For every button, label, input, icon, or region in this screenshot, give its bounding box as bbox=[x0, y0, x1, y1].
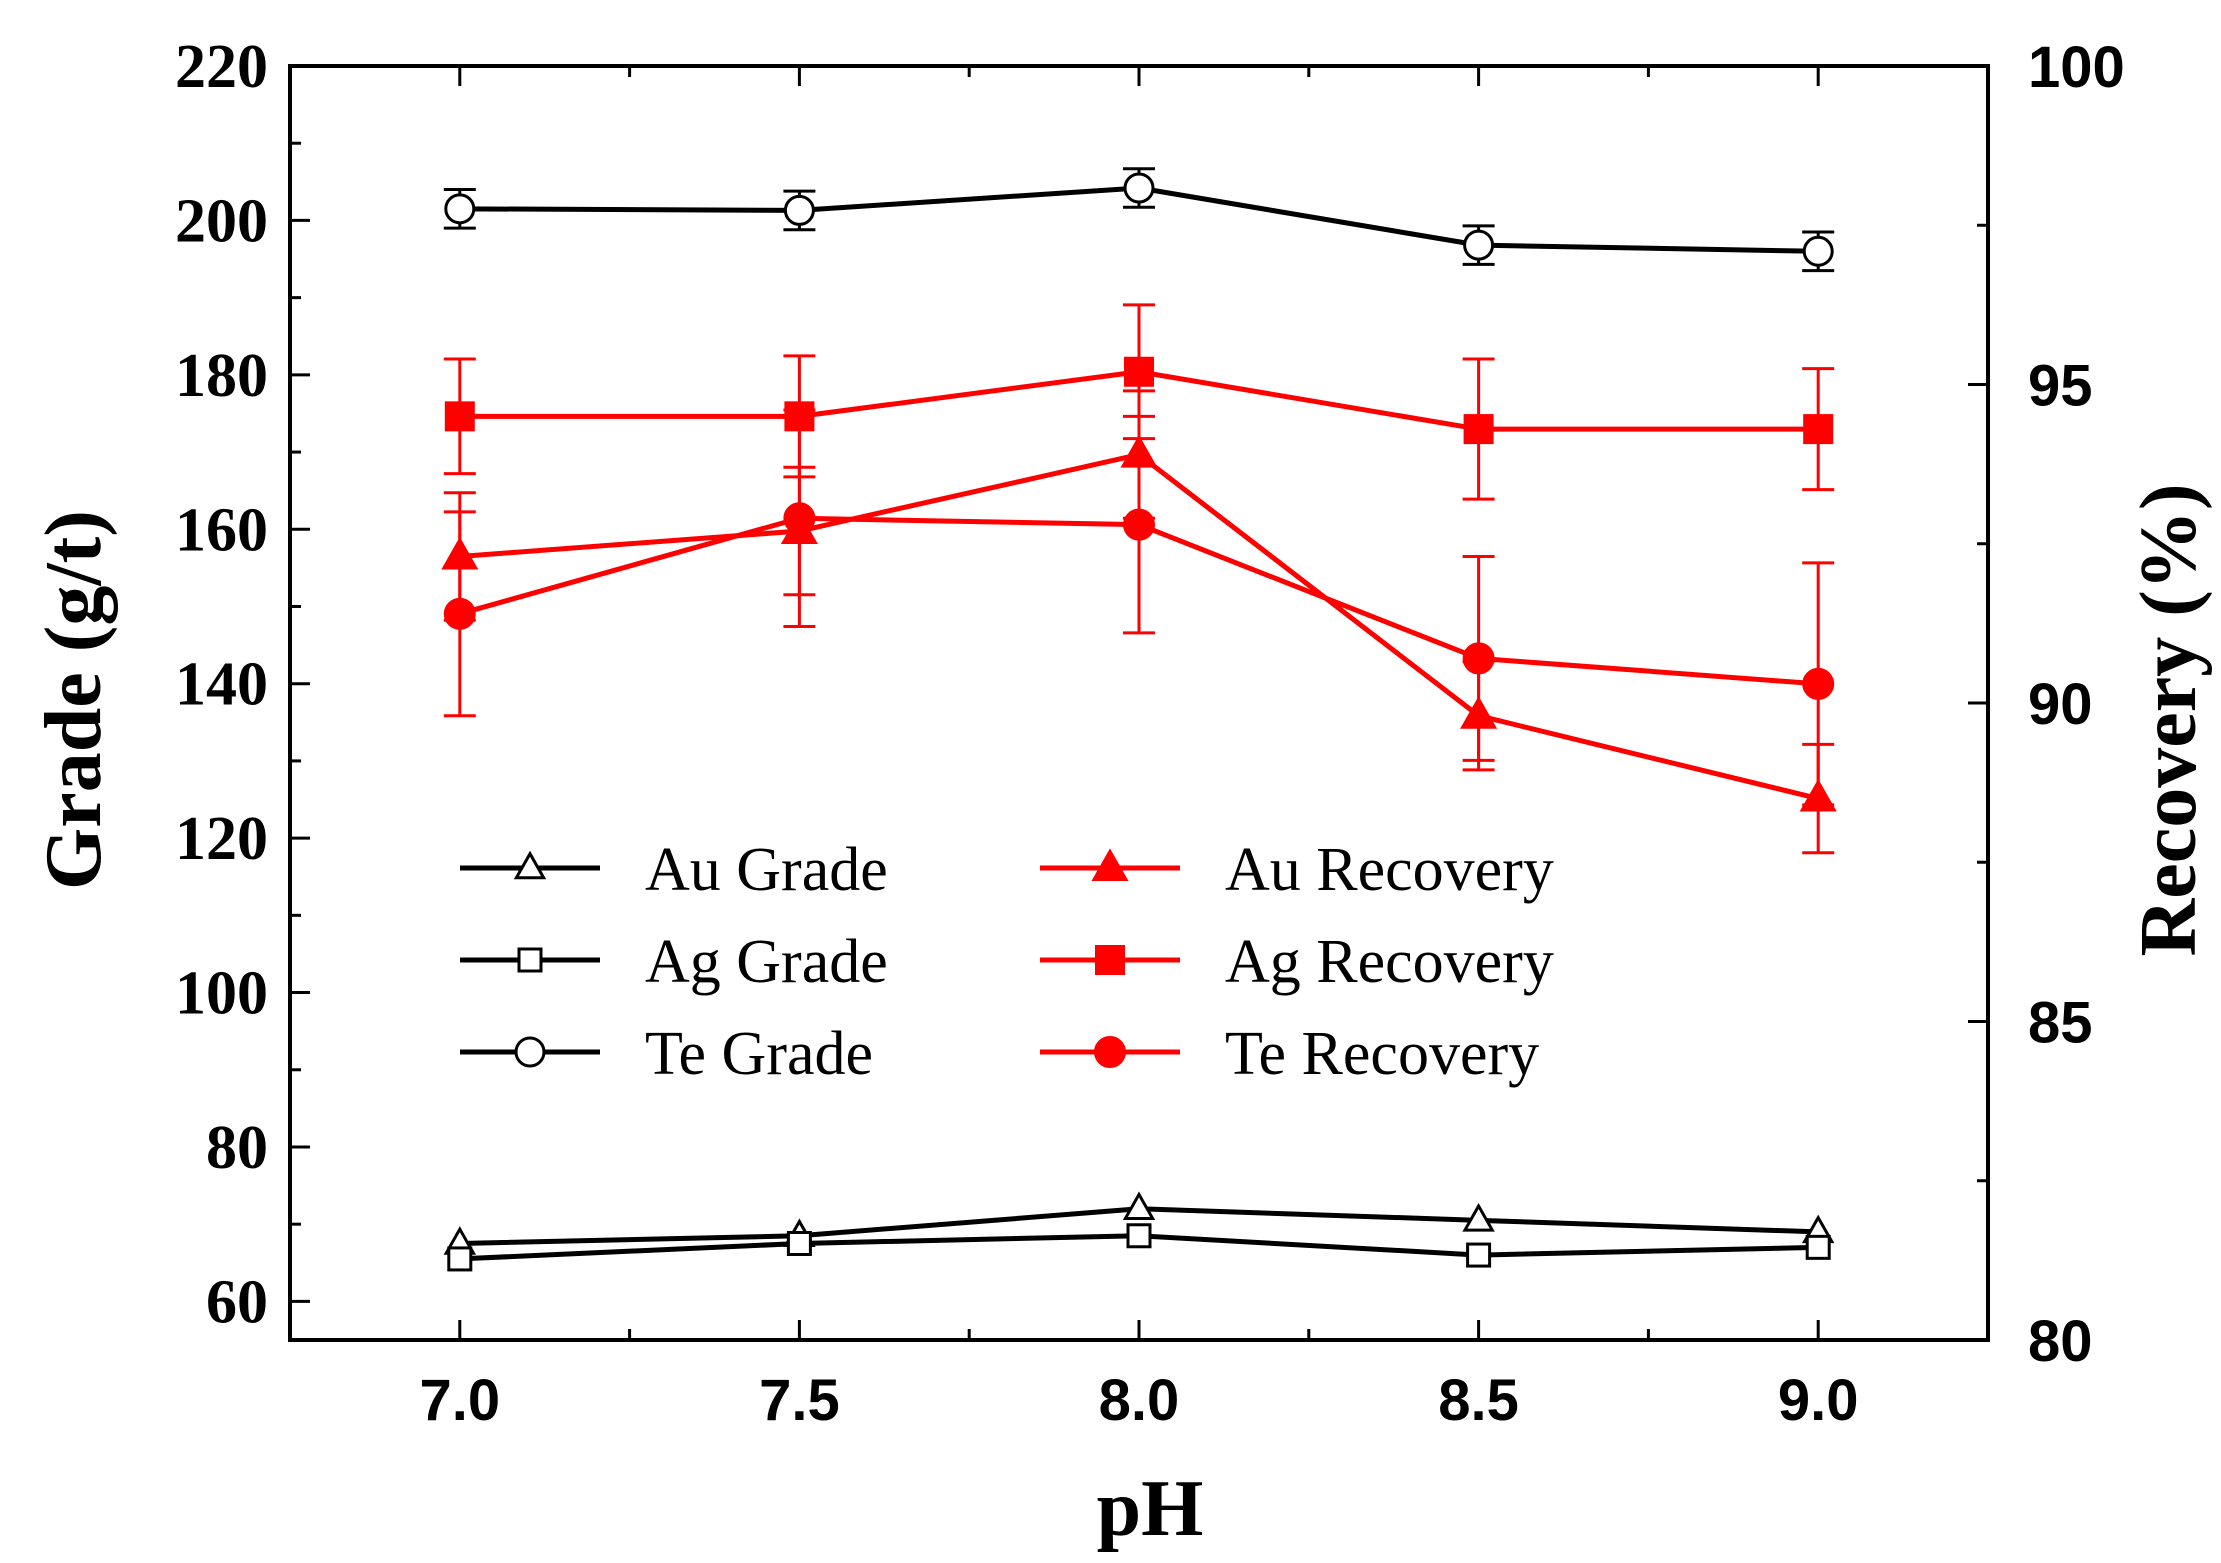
legend-marker bbox=[517, 947, 543, 973]
legend: Au Grade Ag Grade Te Grade Au Recovery Ag Re… bbox=[460, 836, 1554, 1088]
ag-recovery-point bbox=[444, 401, 475, 432]
y-right-tick-label: 90 bbox=[2028, 672, 2093, 737]
legend-entry-te-grade: Te Grade bbox=[460, 1020, 873, 1088]
legend-marker bbox=[1091, 848, 1129, 881]
au-grade-point bbox=[1122, 1191, 1156, 1220]
legend-label: Ag Grade bbox=[645, 928, 888, 996]
au-recovery-point bbox=[1799, 778, 1837, 812]
legend-label: Te Recovery bbox=[1225, 1020, 1539, 1088]
x-tick-label: 8.0 bbox=[1099, 1368, 1180, 1433]
te-grade-point bbox=[783, 194, 815, 226]
y-right-tick-label: 100 bbox=[2028, 35, 2125, 100]
y-right-tick-label: 80 bbox=[2028, 1309, 2093, 1374]
ag-recovery-point bbox=[1803, 414, 1834, 445]
te-grade-point bbox=[1123, 172, 1155, 204]
axes: 7.0 7.5 8.0 8.5 9.0 60 80 100 120 140 160 180 200 220… bbox=[175, 33, 2125, 1433]
te-recovery-point bbox=[783, 502, 816, 535]
legend-label: Ag Recovery bbox=[1225, 928, 1554, 996]
legend-entry-au-grade: Au Grade bbox=[460, 836, 888, 904]
te-grade-point bbox=[1802, 235, 1834, 267]
x-tick-label: 8.5 bbox=[1438, 1368, 1519, 1433]
ag-grade-point bbox=[1126, 1223, 1152, 1249]
te-recovery-point bbox=[1462, 642, 1495, 675]
ag-grade-point bbox=[1805, 1234, 1831, 1260]
y-right-tick-label: 85 bbox=[2028, 991, 2093, 1056]
x-tick-label: 7.0 bbox=[419, 1368, 500, 1433]
legend-marker bbox=[1095, 945, 1125, 975]
y-axis-left-title: Grade (g/t) bbox=[30, 510, 118, 890]
plot-frame bbox=[288, 64, 1990, 1342]
x-axis-title: pH bbox=[1097, 1465, 1204, 1553]
y-left-tick-label: 80 bbox=[206, 1114, 268, 1182]
y-left-tick-label: 160 bbox=[175, 496, 268, 564]
legend-entry-ag-recovery: Ag Recovery bbox=[1040, 928, 1554, 996]
y-left-tick-label: 120 bbox=[175, 805, 268, 873]
te-recovery-point bbox=[443, 597, 476, 630]
y-left-tick-label: 200 bbox=[175, 187, 268, 255]
plot-area bbox=[441, 167, 1837, 1272]
au-recovery-point bbox=[1460, 696, 1498, 729]
te-grade-point bbox=[444, 193, 476, 225]
legend-label: Au Recovery bbox=[1225, 836, 1554, 904]
x-tick-label: 7.5 bbox=[759, 1368, 840, 1433]
te-recovery-point bbox=[1123, 508, 1155, 541]
ag-recovery-point bbox=[1463, 414, 1494, 445]
ag-recovery-point bbox=[1124, 356, 1154, 387]
legend-marker bbox=[1094, 1036, 1126, 1068]
ag-grade-point bbox=[1466, 1242, 1492, 1268]
legend-entry-ag-grade: Ag Grade bbox=[460, 928, 888, 996]
y-left-tick-label: 100 bbox=[175, 960, 268, 1028]
au-recovery-point bbox=[1120, 434, 1158, 468]
ag-grade-point bbox=[786, 1230, 812, 1256]
ag-grade-point bbox=[447, 1246, 473, 1272]
au-recovery-point bbox=[441, 536, 479, 570]
ag-recovery-point bbox=[784, 401, 815, 432]
legend-label: Au Grade bbox=[645, 836, 888, 904]
y-left-tick-label: 60 bbox=[206, 1268, 268, 1336]
y-left-tick-label: 140 bbox=[175, 651, 268, 719]
legend-marker bbox=[514, 1036, 546, 1068]
y-left-tick-label: 220 bbox=[175, 33, 268, 101]
legend-marker bbox=[513, 850, 547, 880]
legend-label: Te Grade bbox=[645, 1020, 873, 1088]
y-axis-right-title: Recovery (%) bbox=[2125, 483, 2213, 956]
legend-entry-au-recovery: Au Recovery bbox=[1040, 836, 1554, 904]
y-right-tick-label: 95 bbox=[2028, 354, 2093, 419]
y-left-tick-label: 180 bbox=[175, 342, 268, 410]
te-grade-point bbox=[1463, 229, 1495, 261]
au-grade-point bbox=[1462, 1202, 1495, 1232]
te-recovery-point bbox=[1802, 667, 1835, 700]
legend-entry-te-recovery: Te Recovery bbox=[1040, 1020, 1539, 1088]
x-tick-label: 9.0 bbox=[1778, 1368, 1859, 1433]
